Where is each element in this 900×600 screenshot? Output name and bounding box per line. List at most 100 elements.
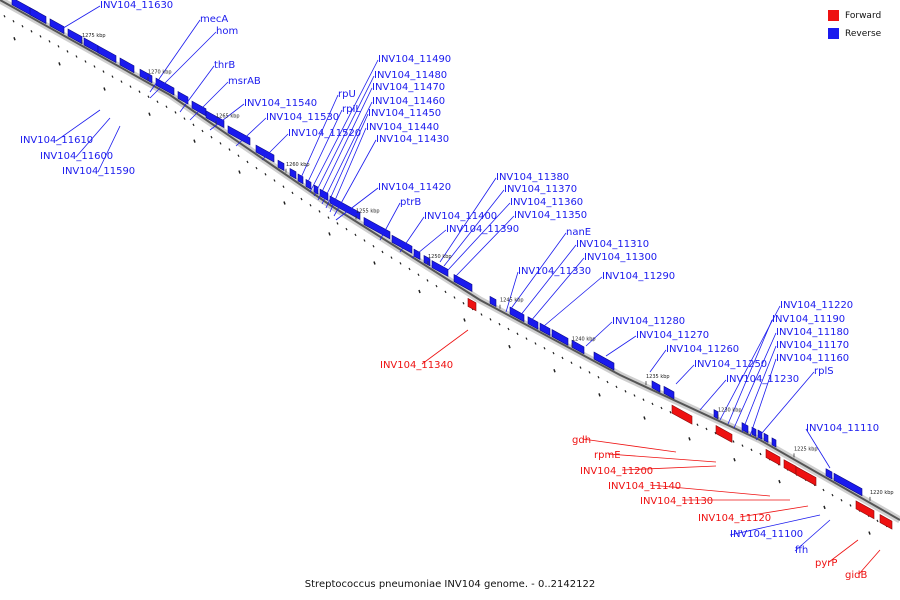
track-tick xyxy=(516,332,519,336)
gene-label: msrAB xyxy=(228,76,261,87)
reverse-gene-block xyxy=(551,329,569,346)
track-tick xyxy=(435,284,438,288)
gene-label: INV104_11100 xyxy=(730,529,803,540)
leader-line xyxy=(455,215,515,277)
gene-label: rpU xyxy=(338,89,356,100)
reverse-gene-block xyxy=(139,68,153,84)
gene-label: INV104_11480 xyxy=(374,70,447,81)
leader-line xyxy=(399,216,425,253)
gene-label: INV104_11180 xyxy=(776,327,849,338)
track-tick xyxy=(58,62,61,66)
track-tick xyxy=(823,505,826,510)
gene-label: rplS xyxy=(814,366,834,377)
forward-gene-block xyxy=(855,500,875,520)
leader-line xyxy=(149,19,201,93)
gene-label: INV104_11520 xyxy=(288,128,361,139)
track-tick xyxy=(507,327,510,331)
track-tick xyxy=(543,347,546,350)
track-tick xyxy=(508,344,511,349)
gene-label: INV104_11440 xyxy=(366,122,439,133)
track-tick xyxy=(480,313,483,316)
reverse-gene-block xyxy=(713,409,719,420)
gene-label: nanE xyxy=(566,227,591,238)
leader-line xyxy=(235,117,267,147)
track-tick xyxy=(165,105,168,109)
gene-label: INV104_11460 xyxy=(372,96,445,107)
gene-label: INV104_11540 xyxy=(244,98,317,109)
leader-line xyxy=(59,5,101,31)
gene-label: INV104_11450 xyxy=(368,108,441,119)
track-tick xyxy=(426,279,429,282)
leader-line xyxy=(329,127,367,213)
leader-line xyxy=(649,349,667,373)
leader-line xyxy=(299,94,339,181)
leader-line xyxy=(261,133,289,161)
gene-label: INV104_11260 xyxy=(666,344,739,355)
track-tick xyxy=(552,351,555,355)
leader-line xyxy=(621,465,717,471)
track-tick xyxy=(291,191,294,195)
track-tick xyxy=(75,55,78,58)
scale-label: 1220 kbp xyxy=(870,490,894,496)
leader-line xyxy=(411,229,447,259)
forward-gene-block xyxy=(715,425,733,443)
track-tick xyxy=(418,289,421,294)
reverse-swatch xyxy=(828,28,839,39)
gene-label: INV104_11360 xyxy=(510,197,583,208)
track-tick xyxy=(408,267,411,271)
reverse-gene-block xyxy=(453,274,473,292)
track-tick xyxy=(606,380,609,384)
gene-label: thrB xyxy=(214,60,235,71)
leader-line xyxy=(607,453,717,463)
reverse-gene-block xyxy=(119,57,135,74)
gene-label: INV104_11430 xyxy=(376,134,449,145)
track-tick xyxy=(669,410,672,414)
gene-label: INV104_11230 xyxy=(726,374,799,385)
gene-label: INV104_11330 xyxy=(518,266,591,277)
track-tick xyxy=(615,385,618,389)
leader-line xyxy=(55,109,101,142)
track-tick xyxy=(282,185,285,188)
gene-label: INV104_11290 xyxy=(602,271,675,282)
gene-label: INV104_11310 xyxy=(576,239,649,250)
scale-label: 1225 kbp xyxy=(794,446,818,452)
gene-label: INV104_11250 xyxy=(694,359,767,370)
gene-label: INV104_11220 xyxy=(780,300,853,311)
leader-line xyxy=(335,187,379,221)
forward-gene-block xyxy=(879,514,893,530)
gene-label: INV104_11130 xyxy=(640,496,713,507)
reverse-gene-block xyxy=(227,125,251,146)
legend-forward-label: Forward xyxy=(845,10,882,21)
track-tick xyxy=(363,239,366,242)
reverse-gene-block xyxy=(825,468,833,480)
track-tick xyxy=(345,227,348,231)
track-tick xyxy=(399,262,402,265)
track-tick xyxy=(238,170,241,174)
scale-label: 1260 kbp xyxy=(286,162,310,168)
track-tick xyxy=(30,30,33,33)
leader-line xyxy=(317,87,373,201)
genome-caption: Streptococcus pneumoniae INV104 genome. … xyxy=(304,579,596,590)
leader-line xyxy=(179,65,215,113)
gene-label: INV104_11530 xyxy=(266,112,339,123)
gene-label: INV104_11370 xyxy=(504,184,577,195)
leader-line xyxy=(189,81,229,121)
gene-label: INV104_11590 xyxy=(62,166,135,177)
forward-gene-block xyxy=(671,404,693,425)
track-tick xyxy=(246,160,249,164)
track-tick xyxy=(309,203,312,207)
legend-reverse: Reverse xyxy=(828,26,894,41)
track-tick xyxy=(48,40,51,43)
gene-label: INV104_11380 xyxy=(496,172,569,183)
track-tick xyxy=(651,402,654,406)
track-tick xyxy=(219,142,222,145)
gene-label: INV104_11420 xyxy=(378,182,451,193)
track-tick xyxy=(643,416,646,420)
reverse-gene-block xyxy=(255,144,275,163)
track-tick xyxy=(598,393,601,397)
track-tick xyxy=(741,444,744,447)
reverse-gene-block xyxy=(277,159,285,172)
leader-line xyxy=(755,371,815,441)
track-tick xyxy=(444,290,447,294)
track-tick xyxy=(57,45,60,48)
